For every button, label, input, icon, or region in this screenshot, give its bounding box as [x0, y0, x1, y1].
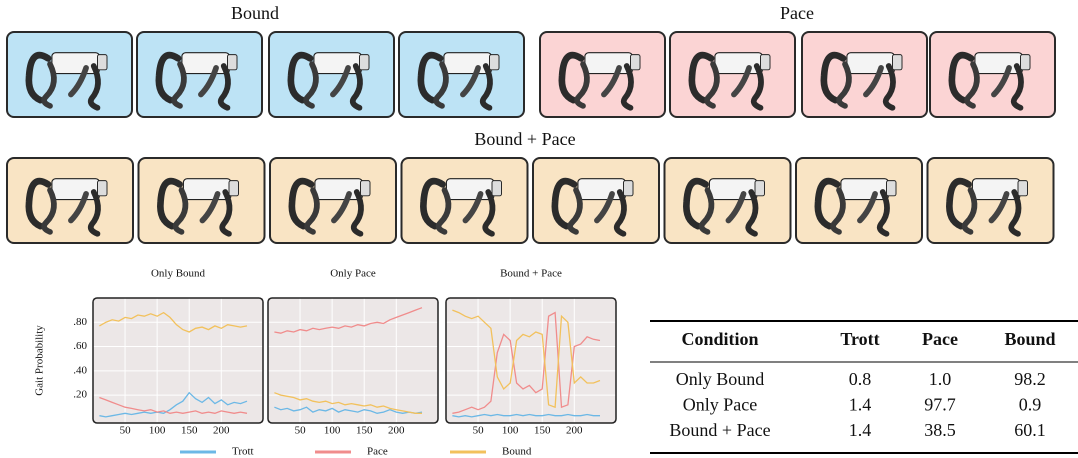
- x-tick-label: 200: [566, 425, 583, 437]
- chart-title: Bound + Pace: [500, 268, 562, 280]
- x-tick-label: 200: [388, 425, 405, 437]
- y-tick-label: .40: [73, 364, 87, 376]
- x-tick-label: 200: [213, 425, 230, 437]
- table-cell: 97.7: [924, 395, 956, 415]
- table-header: Bound: [1004, 329, 1055, 349]
- panel-title: Bound: [231, 3, 279, 23]
- table-header: Condition: [681, 329, 758, 349]
- x-tick-label: 100: [502, 425, 519, 437]
- table-cell: 0.9: [1019, 395, 1042, 415]
- y-axis-label: Gait Probability: [34, 325, 46, 396]
- x-tick-label: 150: [181, 425, 198, 437]
- x-tick-label: 100: [149, 425, 166, 437]
- frame: [929, 31, 1056, 118]
- x-tick-label: 50: [295, 425, 307, 437]
- table-cell: 38.5: [924, 420, 956, 440]
- legend-label: Trott: [232, 446, 254, 458]
- table-cell: 1.4: [849, 420, 872, 440]
- series-line: [452, 309, 601, 409]
- series-line: [452, 311, 601, 414]
- plot-frame: [445, 297, 617, 424]
- y-tick-label: .60: [73, 340, 87, 352]
- frame: [801, 31, 928, 118]
- legend-label: Bound: [502, 446, 532, 458]
- frame: [669, 31, 796, 118]
- plot-area: [446, 298, 616, 423]
- table-cell: 60.1: [1014, 420, 1046, 440]
- x-tick-label: 150: [356, 425, 373, 437]
- plot-area: [268, 298, 438, 423]
- series-line: [274, 307, 423, 334]
- frame: [268, 31, 395, 118]
- table-cell: 98.2: [1014, 369, 1046, 389]
- y-tick-label: .20: [73, 389, 87, 401]
- series-line: [274, 392, 422, 414]
- frame: [539, 31, 666, 118]
- chart-title: Only Pace: [330, 268, 376, 280]
- x-tick-label: 150: [534, 425, 551, 437]
- table-cell: 1.4: [849, 395, 872, 415]
- plot-frame: [267, 297, 439, 424]
- plot-frame: [92, 297, 264, 424]
- table-header: Trott: [840, 329, 879, 349]
- chart-title: Only Bound: [151, 268, 206, 280]
- series-line: [99, 311, 248, 333]
- frame: [136, 31, 263, 118]
- x-tick-label: 100: [324, 425, 341, 437]
- legend-label: Pace: [367, 446, 388, 458]
- table-header: Pace: [922, 329, 958, 349]
- frame: [398, 31, 525, 118]
- robot-frames: [6, 31, 1056, 244]
- table-cell: Bound + Pace: [669, 420, 770, 440]
- frame: [6, 31, 133, 118]
- series-line: [99, 391, 248, 418]
- panel-title: Pace: [780, 3, 814, 23]
- results-table: Condition Trott Pace Bound Only Bound 0.8 1.0 9…: [650, 320, 1078, 454]
- table-cell: Only Bound: [676, 369, 765, 389]
- series-line: [274, 406, 423, 414]
- panel-title: Bound + Pace: [474, 129, 575, 149]
- table-cell: 1.0: [929, 369, 952, 389]
- x-tick-label: 50: [120, 425, 132, 437]
- x-tick-label: 50: [473, 425, 485, 437]
- series-line: [452, 413, 600, 418]
- table-cell: Only Pace: [683, 395, 757, 415]
- y-tick-label: .80: [73, 316, 87, 328]
- table-cell: 0.8: [849, 369, 872, 389]
- series-line: [99, 396, 248, 414]
